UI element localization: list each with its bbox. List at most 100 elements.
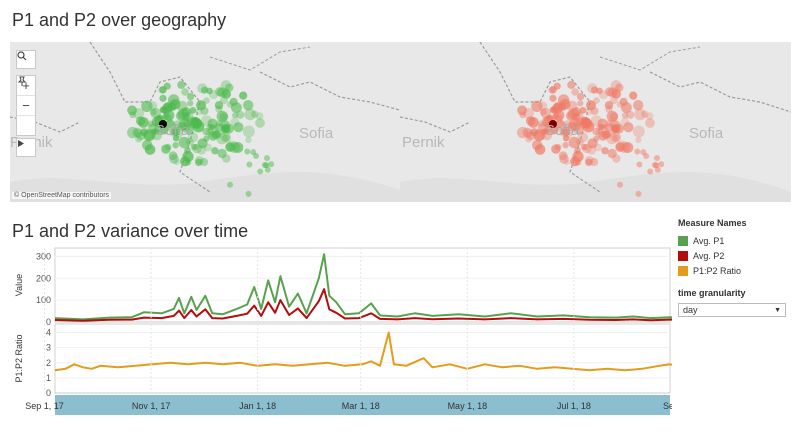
map-dot	[222, 133, 231, 143]
map-dot	[607, 148, 617, 159]
map-dot	[555, 120, 566, 131]
map-dot	[559, 127, 569, 137]
map-search-button[interactable]	[16, 50, 36, 69]
map-dot	[571, 88, 579, 96]
map-dot	[517, 126, 529, 139]
map-dot	[165, 119, 175, 128]
value-chart-series-line	[54, 253, 678, 321]
map-dot	[151, 128, 158, 135]
map-dot	[142, 139, 153, 151]
map-dot	[208, 130, 218, 141]
map-dot	[187, 128, 195, 135]
map-dot	[647, 168, 654, 175]
map-p2[interactable]: Sofia Pernik Sofia	[400, 42, 791, 202]
map-dot	[524, 129, 533, 138]
map-dot	[168, 151, 178, 161]
map-dot	[586, 100, 596, 111]
map-dot	[244, 148, 251, 155]
value-chart-tick-label: 300	[36, 251, 51, 261]
map-dot	[177, 108, 190, 120]
map-dot	[598, 130, 608, 141]
map-dot	[159, 94, 167, 102]
map-dot	[645, 112, 654, 120]
map-dot	[202, 127, 210, 136]
map-dot	[257, 168, 264, 175]
map-dot	[245, 136, 252, 144]
map-dot	[197, 83, 208, 94]
map-dot	[553, 109, 565, 121]
map-dot	[204, 143, 212, 152]
map-dot	[594, 143, 602, 152]
map-dot	[558, 151, 568, 161]
map-dot	[129, 111, 136, 119]
legend-swatch-avg-p2	[678, 250, 688, 261]
map-dot	[590, 115, 602, 127]
x-tick-label: Mar 1, 18	[342, 401, 380, 411]
map-dot	[217, 148, 227, 159]
map-p1[interactable]: Sofia Pernik Sofia + − © OpenStreetMap c…	[10, 42, 407, 202]
map-dot	[556, 100, 568, 112]
map-dot	[654, 155, 660, 162]
map-p1-dots	[127, 80, 275, 197]
map-dot	[563, 159, 570, 166]
map-dot	[244, 108, 256, 121]
ratio-chart-tick-label: 3	[46, 343, 51, 353]
map-dot	[551, 144, 561, 154]
zoom-in-button[interactable]: +	[17, 76, 35, 96]
map-dot	[200, 115, 212, 127]
map-p2-label-pernik: Pernik	[402, 134, 445, 151]
map-dot	[517, 105, 527, 116]
map-dot	[245, 190, 252, 197]
map-dot	[172, 135, 180, 142]
value-chart-tick-label: 200	[36, 273, 51, 283]
map-dot	[587, 83, 598, 94]
ratio-chart-tick-label: 4	[46, 328, 51, 338]
pin-button[interactable]	[17, 76, 35, 135]
map-dot	[565, 130, 573, 138]
map-dot	[525, 135, 533, 143]
map-dot	[604, 101, 614, 110]
map-dot	[592, 127, 600, 136]
map-dot	[596, 87, 603, 95]
map-dot	[208, 123, 215, 131]
legend-item-avg-p1[interactable]: Avg. P1	[678, 233, 796, 248]
map-dot	[216, 110, 228, 122]
map-dot	[641, 110, 649, 119]
chevron-down-icon: ▼	[774, 306, 781, 314]
map-expand-button[interactable]	[16, 138, 36, 157]
map-dot	[519, 111, 526, 119]
map-dot	[654, 166, 661, 173]
map-dot	[634, 108, 646, 121]
map-dot	[525, 116, 536, 126]
map-p2-label-city: Sofia	[545, 122, 580, 139]
map-dot	[567, 108, 580, 120]
map-dot	[617, 181, 623, 188]
zoom-out-button[interactable]: −	[17, 96, 35, 116]
map-dot	[246, 161, 253, 168]
play-triangle-icon	[18, 140, 24, 147]
map-dot	[643, 153, 650, 159]
map-dot	[161, 144, 171, 154]
map-dot	[622, 112, 629, 119]
map-p1-label-sofia: Sofia	[299, 125, 334, 142]
map-attribution[interactable]: © OpenStreetMap contributors	[12, 192, 112, 199]
map-dot	[165, 120, 176, 131]
map-dot	[134, 129, 143, 138]
map-dot	[233, 122, 244, 133]
map-dot	[135, 116, 146, 126]
value-chart-axis-label: Value	[14, 274, 24, 296]
time-series-charts[interactable]: 0 100 200 300 Value 0 1 2 3 4 P1:P2 Ratio Sep 1, 17…	[0, 245, 701, 428]
map-dot	[163, 102, 172, 111]
map-dot	[190, 117, 199, 125]
granularity-dropdown[interactable]: day ▼	[678, 303, 786, 317]
map-dot	[173, 159, 180, 166]
legend-item-avg-p2[interactable]: Avg. P2	[678, 248, 796, 263]
map-dot	[580, 117, 589, 125]
map-dot	[577, 132, 589, 143]
map-dot	[582, 144, 589, 151]
map-dot	[635, 190, 642, 197]
legend-item-ratio[interactable]: P1:P2 Ratio	[678, 263, 796, 278]
map-dot	[635, 136, 642, 144]
map-p2-label-sofia: Sofia	[689, 125, 724, 142]
map-dot	[606, 110, 618, 122]
